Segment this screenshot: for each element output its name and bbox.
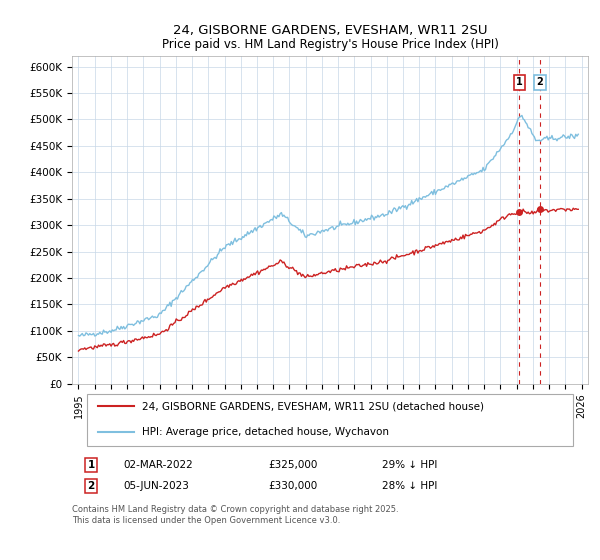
- Text: HPI: Average price, detached house, Wychavon: HPI: Average price, detached house, Wych…: [142, 427, 389, 437]
- Text: £330,000: £330,000: [268, 481, 317, 491]
- Text: 1: 1: [516, 77, 523, 87]
- FancyBboxPatch shape: [88, 394, 572, 446]
- Text: 05-JUN-2023: 05-JUN-2023: [124, 481, 190, 491]
- Text: 2: 2: [88, 481, 95, 491]
- Text: 2: 2: [536, 77, 543, 87]
- Text: 24, GISBORNE GARDENS, EVESHAM, WR11 2SU: 24, GISBORNE GARDENS, EVESHAM, WR11 2SU: [173, 24, 487, 38]
- Text: Contains HM Land Registry data © Crown copyright and database right 2025.
This d: Contains HM Land Registry data © Crown c…: [72, 505, 398, 525]
- Text: 1: 1: [88, 460, 95, 470]
- Text: £325,000: £325,000: [268, 460, 317, 470]
- Text: 24, GISBORNE GARDENS, EVESHAM, WR11 2SU (detached house): 24, GISBORNE GARDENS, EVESHAM, WR11 2SU …: [142, 401, 484, 411]
- Text: 02-MAR-2022: 02-MAR-2022: [124, 460, 193, 470]
- Text: 28% ↓ HPI: 28% ↓ HPI: [382, 481, 437, 491]
- Text: Price paid vs. HM Land Registry's House Price Index (HPI): Price paid vs. HM Land Registry's House …: [161, 38, 499, 52]
- Text: 29% ↓ HPI: 29% ↓ HPI: [382, 460, 437, 470]
